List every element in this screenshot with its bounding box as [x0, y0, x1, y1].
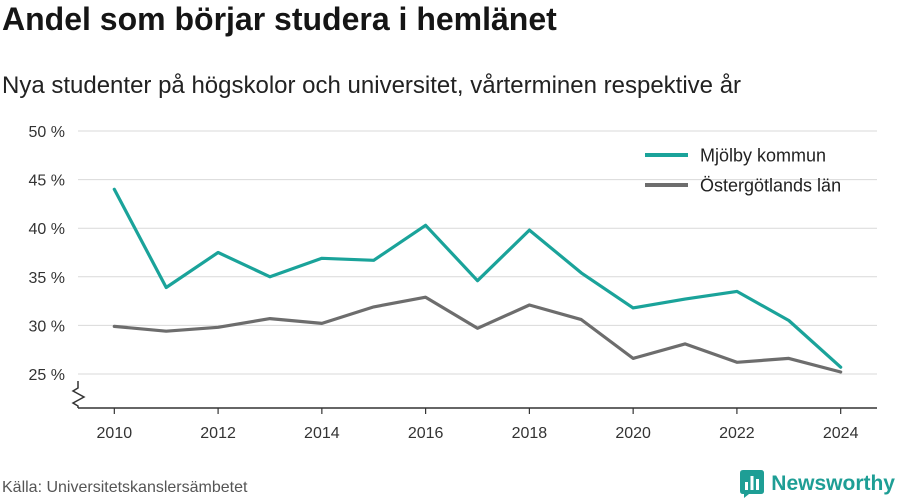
data-point-mjolby-kommun-2016	[422, 221, 430, 229]
data-point-ostergotlands-lan-2011	[162, 327, 170, 335]
legend-item-mjolby-kommun: Mjölby kommun	[645, 146, 826, 166]
x-tick-label: 2022	[719, 425, 755, 442]
data-point-mjolby-kommun-2024	[837, 363, 845, 371]
data-point-mjolby-kommun-2018	[525, 226, 533, 234]
newsworthy-logo-icon	[740, 470, 765, 498]
data-point-mjolby-kommun-2012	[214, 249, 222, 257]
x-tick-label: 2016	[408, 425, 444, 442]
data-point-ostergotlands-lan-2021	[681, 340, 689, 348]
data-point-mjolby-kommun-2020	[629, 304, 637, 312]
chart-title: Andel som börjar studera i hemlänet	[2, 1, 557, 37]
data-point-mjolby-kommun-2015	[370, 256, 378, 264]
data-point-mjolby-kommun-2010	[110, 185, 118, 193]
data-point-ostergotlands-lan-2015	[370, 303, 378, 311]
logo-bar	[756, 479, 760, 490]
data-point-mjolby-kommun-2017	[474, 277, 482, 285]
newsworthy-logo-text: Newsworthy	[771, 472, 895, 495]
x-tick-label: 2014	[304, 425, 340, 442]
data-point-ostergotlands-lan-2018	[525, 301, 533, 309]
x-tick-label: 2020	[615, 425, 651, 442]
series-mjolby-kommun	[110, 185, 845, 371]
x-tick-label: 2024	[823, 425, 859, 442]
data-point-mjolby-kommun-2021	[681, 295, 689, 303]
x-axis: 2010 2012 2014 2016 2018 2020 2022 2024	[78, 407, 877, 442]
x-tick-label: 2018	[512, 425, 548, 442]
newsworthy-logo[interactable]: Newsworthy	[740, 470, 895, 498]
gridlines	[78, 130, 877, 375]
legend-label: Östergötlands län	[700, 176, 841, 196]
data-point-mjolby-kommun-2011	[162, 284, 170, 292]
y-tick-label: 45 %	[29, 173, 65, 190]
data-point-ostergotlands-lan-2013	[266, 315, 274, 323]
series-lines	[110, 185, 845, 374]
series-ostergotlands-lan	[110, 293, 843, 374]
data-point-ostergotlands-lan-2019	[577, 316, 585, 324]
data-point-ostergotlands-lan-2016	[422, 293, 430, 301]
data-point-mjolby-kommun-2022	[733, 287, 741, 295]
x-tick-label: 2010	[97, 425, 133, 442]
series-line-ostergotlands-lan	[112, 295, 843, 374]
series-line-mjolby-kommun	[112, 187, 843, 369]
data-point-mjolby-kommun-2013	[266, 273, 274, 281]
logo-bar	[745, 482, 749, 490]
y-tick-label: 50 %	[29, 124, 65, 141]
data-point-ostergotlands-lan-2014	[318, 319, 326, 327]
data-point-ostergotlands-lan-2012	[214, 323, 222, 331]
x-tick-label: 2012	[200, 425, 236, 442]
legend: Mjölby kommun Östergötlands län	[645, 146, 841, 196]
data-point-ostergotlands-lan-2020	[629, 354, 637, 362]
y-tick-label: 30 %	[29, 318, 65, 335]
y-tick-label: 40 %	[29, 221, 65, 238]
source-note: Källa: Universitetskanslersämbetet	[2, 479, 248, 496]
data-point-mjolby-kommun-2023	[785, 317, 793, 325]
legend-item-ostergotlands-lan: Östergötlands län	[645, 176, 841, 196]
y-tick-label: 35 %	[29, 270, 65, 287]
data-point-mjolby-kommun-2014	[318, 254, 326, 262]
y-axis: 25 % 30 % 35 % 40 % 45 % 50 %	[29, 124, 65, 384]
legend-label: Mjölby kommun	[700, 146, 826, 166]
axis-break-icon	[71, 381, 86, 408]
chart-subtitle: Nya studenter på högskolor och universit…	[2, 72, 742, 99]
logo-bar	[750, 476, 754, 490]
data-point-mjolby-kommun-2019	[577, 269, 585, 277]
data-point-ostergotlands-lan-2010	[110, 322, 118, 330]
y-tick-label: 25 %	[29, 367, 65, 384]
data-point-ostergotlands-lan-2022	[733, 358, 741, 366]
data-point-ostergotlands-lan-2017	[474, 324, 482, 332]
data-point-ostergotlands-lan-2023	[785, 354, 793, 362]
